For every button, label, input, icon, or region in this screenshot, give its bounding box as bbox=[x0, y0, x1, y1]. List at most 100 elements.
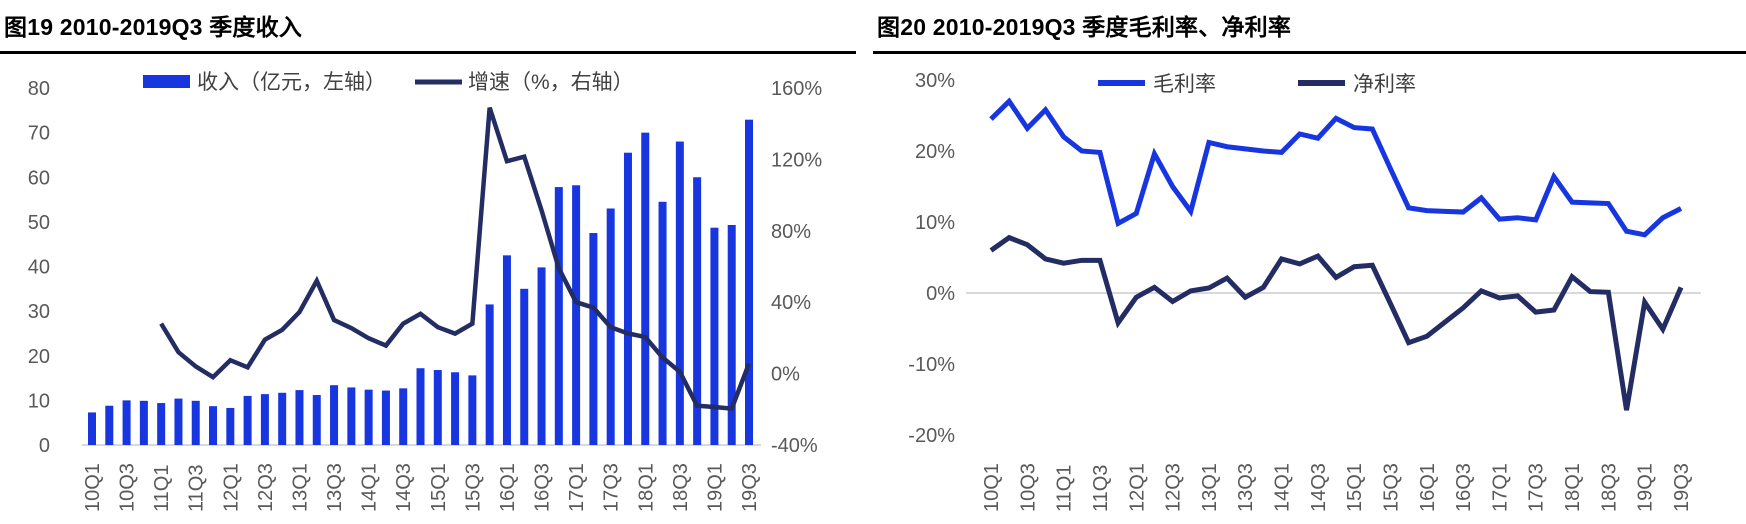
left-axis-tick-label: 20 bbox=[28, 346, 50, 368]
x-axis-tick-label: 13Q1 bbox=[1199, 463, 1221, 512]
right-axis-tick-label: 80% bbox=[771, 221, 811, 243]
revenue-bar bbox=[312, 395, 321, 445]
margin-chart-title: 图20 2010-2019Q3 季度毛利率、净利率 bbox=[877, 14, 1292, 40]
growth-line bbox=[159, 106, 752, 411]
x-axis-tick-label: 14Q1 bbox=[359, 463, 381, 512]
x-axis-tick-label: 17Q3 bbox=[1526, 463, 1548, 512]
x-axis-tick-label: 19Q3 bbox=[1671, 463, 1693, 512]
x-axis-tick-label: 15Q1 bbox=[1344, 463, 1366, 512]
x-axis-tick-label: 11Q1 bbox=[1054, 465, 1076, 512]
legend-revenue-label: 收入（亿元，左轴） bbox=[197, 71, 386, 94]
x-axis-tick-label: 10Q3 bbox=[1017, 463, 1039, 512]
x-axis-tick-label: 16Q3 bbox=[532, 463, 554, 512]
x-axis-tick-label: 11Q1 bbox=[151, 465, 173, 512]
revenue-bars bbox=[88, 119, 753, 446]
x-axis-tick-label: 10Q3 bbox=[117, 463, 139, 512]
right-axis-tick-label: 0% bbox=[771, 364, 800, 386]
x-axis-tick-label: 14Q3 bbox=[393, 463, 415, 512]
revenue-bar bbox=[623, 152, 632, 446]
x-axis-tick-label: 13Q3 bbox=[1235, 463, 1257, 512]
title-underline bbox=[873, 51, 1746, 54]
left-axis-tick-label: 80 bbox=[28, 78, 50, 100]
revenue-bar bbox=[381, 390, 390, 445]
x-axis-tick-label: 12Q1 bbox=[220, 463, 242, 512]
revenue-bar bbox=[122, 400, 131, 445]
title-underline bbox=[0, 51, 856, 54]
revenue-bar bbox=[433, 370, 442, 445]
x-axis-tick-label: 15Q3 bbox=[462, 463, 484, 512]
left-axis-tick-label: 30 bbox=[28, 301, 50, 323]
revenue-bar bbox=[727, 224, 736, 445]
revenue-bar bbox=[675, 141, 684, 446]
revenue-bar bbox=[347, 387, 356, 445]
revenue-bar bbox=[658, 201, 667, 445]
y-axis-tick-label: 20% bbox=[915, 141, 955, 163]
x-axis-tick-label: 14Q1 bbox=[1272, 463, 1294, 512]
revenue-bar bbox=[468, 375, 477, 445]
x-axis-tick-label: 13Q1 bbox=[289, 463, 311, 512]
revenue-bar bbox=[139, 400, 148, 445]
revenue-bar bbox=[191, 400, 200, 445]
revenue-bar bbox=[209, 406, 218, 445]
revenue-bar bbox=[572, 185, 581, 445]
x-axis-tick-label: 19Q3 bbox=[739, 463, 761, 512]
revenue-bar bbox=[243, 395, 252, 445]
x-axis-tick-label: 18Q3 bbox=[670, 463, 692, 512]
revenue-bar bbox=[88, 412, 96, 445]
revenue-bar bbox=[174, 398, 183, 445]
revenue-bar bbox=[745, 119, 753, 445]
x-axis-tick-label: 19Q1 bbox=[1635, 463, 1657, 512]
x-axis-tick-label: 16Q1 bbox=[1417, 463, 1439, 512]
x-axis-tick-label: 13Q3 bbox=[324, 463, 346, 512]
legend-revenue-swatch bbox=[143, 75, 190, 88]
x-axis-tick-label: 14Q3 bbox=[1308, 463, 1330, 512]
right-axis-tick-label: -40% bbox=[771, 435, 818, 457]
right-axis-tick-label: 120% bbox=[771, 149, 822, 171]
revenue-bar bbox=[105, 405, 114, 445]
net-margin-line bbox=[989, 234, 1684, 411]
revenue-bar bbox=[520, 288, 529, 445]
x-axis-tick-label: 11Q3 bbox=[186, 465, 208, 512]
left-axis-tick-label: 60 bbox=[28, 167, 50, 189]
left-axis-tick-label: 0 bbox=[39, 435, 50, 457]
revenue-bar bbox=[554, 187, 563, 445]
x-axis-tick-label: 10Q1 bbox=[981, 463, 1003, 512]
legend-gross-margin-label: 毛利率 bbox=[1153, 73, 1216, 96]
gross-margin-line bbox=[989, 97, 1683, 238]
x-axis-tick-label: 17Q1 bbox=[566, 463, 588, 512]
legend-net-margin-label: 净利率 bbox=[1353, 73, 1416, 96]
revenue-bar bbox=[502, 255, 511, 445]
legend: 毛利率 净利率 bbox=[1098, 73, 1416, 96]
revenue-bar bbox=[416, 368, 425, 445]
revenue-bar bbox=[295, 390, 304, 445]
right-axis-tick-label: 40% bbox=[771, 292, 811, 314]
gross-net-margin-chart: 30% 20% 10% 0% -10% -20% 10Q1 10Q3 11Q1 11Q3 12Q1 1… bbox=[908, 70, 1701, 512]
revenue-bar bbox=[537, 267, 546, 445]
right-axis-tick-label: 160% bbox=[771, 78, 822, 100]
x-axis-tick-label: 15Q3 bbox=[1380, 463, 1402, 512]
revenue-bar bbox=[641, 132, 650, 445]
x-axis-tick-label: 16Q1 bbox=[497, 463, 519, 512]
y-axis-tick-label: 0% bbox=[926, 283, 955, 305]
margin-chart-panel: 图20 2010-2019Q3 季度毛利率、净利率 30% 20% 10% 0% -10… bbox=[873, 0, 1746, 524]
revenue-bar bbox=[330, 385, 339, 445]
x-axis-tick-label: 12Q3 bbox=[1163, 463, 1185, 512]
revenue-chart-panel: 图19 2010-2019Q3 季度收入 80 70 60 50 40 30 20 10 0 16… bbox=[0, 0, 856, 524]
revenue-growth-chart: 80 70 60 50 40 30 20 10 0 160% 120% 80% 40% 0% -40% 10Q… bbox=[28, 71, 823, 512]
x-axis-tick-label: 11Q3 bbox=[1090, 465, 1112, 512]
revenue-bar bbox=[589, 233, 598, 445]
revenue-bar bbox=[278, 392, 287, 445]
legend: 收入（亿元，左轴） 增速（%，右轴） bbox=[143, 71, 634, 94]
x-axis-tick-label: 18Q1 bbox=[1562, 463, 1584, 512]
revenue-bar bbox=[260, 394, 269, 445]
revenue-bar bbox=[364, 389, 373, 445]
revenue-bar bbox=[226, 407, 235, 445]
x-axis-tick-label: 17Q3 bbox=[601, 463, 623, 512]
x-axis-tick-label: 19Q1 bbox=[704, 463, 726, 512]
y-axis-tick-label: 30% bbox=[915, 70, 955, 92]
x-axis-tick-label: 15Q1 bbox=[428, 463, 450, 512]
x-axis-tick-label: 10Q1 bbox=[82, 463, 104, 512]
revenue-bar bbox=[451, 372, 460, 445]
revenue-chart-title: 图19 2010-2019Q3 季度收入 bbox=[4, 14, 303, 40]
